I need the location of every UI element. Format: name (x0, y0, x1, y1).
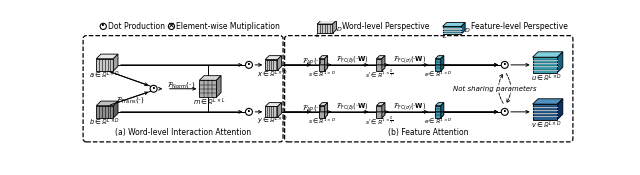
Polygon shape (317, 24, 333, 33)
Text: Element-wise Mutiplication: Element-wise Mutiplication (176, 22, 280, 31)
Text: ·: · (503, 60, 507, 70)
Text: $D$: $D$ (465, 26, 471, 34)
Text: $L$: $L$ (316, 31, 321, 39)
Polygon shape (317, 20, 337, 24)
Polygon shape (113, 101, 118, 118)
Text: $\mathcal{F}_{\mathrm{FC}(\delta)}(\cdot \mathbf{W})$: $\mathcal{F}_{\mathrm{FC}(\delta)}(\cdot… (336, 101, 369, 112)
Circle shape (168, 23, 175, 29)
Polygon shape (319, 56, 328, 59)
Text: $m \in \mathbb{R}^{L \times L}$: $m \in \mathbb{R}^{L \times L}$ (193, 96, 226, 107)
Polygon shape (199, 76, 221, 80)
Polygon shape (435, 59, 441, 71)
Polygon shape (382, 103, 385, 118)
Text: $\mathcal{F}_{\mathrm{FC}(\delta)}(\cdot \mathbf{W})$: $\mathcal{F}_{\mathrm{FC}(\delta)}(\cdot… (336, 54, 369, 65)
Polygon shape (443, 23, 465, 26)
Text: Word-level Perspective: Word-level Perspective (342, 22, 429, 31)
Text: ·: · (247, 60, 251, 70)
Polygon shape (382, 56, 385, 71)
Polygon shape (96, 54, 118, 59)
Text: Dot Production: Dot Production (108, 22, 165, 31)
Polygon shape (557, 99, 563, 120)
Polygon shape (96, 59, 113, 71)
Polygon shape (319, 103, 328, 106)
Text: $e \in \mathbb{R}^{1 \times D}$: $e \in \mathbb{R}^{1 \times D}$ (424, 117, 452, 127)
Text: ·: · (247, 107, 251, 117)
Polygon shape (199, 80, 216, 97)
Polygon shape (96, 101, 118, 106)
Polygon shape (319, 59, 324, 71)
Polygon shape (376, 56, 385, 59)
Text: $s' \in \mathbb{R}^{1 \times \frac{D}{r}}$: $s' \in \mathbb{R}^{1 \times \frac{D}{r}… (365, 116, 394, 128)
Text: $u \in \mathbb{R}^{L \times D}$: $u \in \mathbb{R}^{L \times D}$ (531, 72, 562, 84)
Text: $\mathcal{F}_{\mathrm{FC}(\sigma)}(\cdot \mathbf{W})$: $\mathcal{F}_{\mathrm{FC}(\sigma)}(\cdot… (393, 54, 426, 65)
Text: $D$: $D$ (336, 25, 342, 33)
Polygon shape (265, 106, 278, 117)
Polygon shape (265, 103, 282, 106)
Text: Feature-level Perspective: Feature-level Perspective (470, 22, 568, 31)
Text: $\mathcal{F}_{\mathrm{FC}(\sigma)}(\cdot \mathbf{W})$: $\mathcal{F}_{\mathrm{FC}(\sigma)}(\cdot… (393, 101, 426, 112)
Polygon shape (443, 26, 461, 34)
FancyArrowPatch shape (506, 73, 511, 103)
Circle shape (501, 108, 508, 115)
Text: $\mathcal{F}_{\mathrm{AP}}(\cdot)$: $\mathcal{F}_{\mathrm{AP}}(\cdot)$ (301, 56, 322, 66)
Polygon shape (376, 103, 385, 106)
Text: $s \in \mathbb{R}^{1 \times D}$: $s \in \mathbb{R}^{1 \times D}$ (308, 117, 336, 127)
Polygon shape (532, 104, 557, 120)
Polygon shape (435, 56, 444, 59)
Polygon shape (324, 56, 328, 71)
Text: $b \in \mathbb{R}^{L \times D}$: $b \in \mathbb{R}^{L \times D}$ (89, 116, 120, 128)
Text: (b) Feature Attention: (b) Feature Attention (388, 128, 469, 136)
Polygon shape (441, 103, 444, 118)
Text: $v \in \mathbb{R}^{L \times D}$: $v \in \mathbb{R}^{L \times D}$ (531, 119, 562, 131)
Text: Not sharing parameters: Not sharing parameters (453, 86, 536, 92)
Text: $\mathcal{F}_{\mathrm{Norm}}(\cdot)$: $\mathcal{F}_{\mathrm{Norm}}(\cdot)$ (166, 80, 195, 90)
Polygon shape (376, 106, 382, 118)
Polygon shape (557, 52, 563, 73)
Polygon shape (113, 54, 118, 71)
Polygon shape (532, 57, 557, 73)
Circle shape (246, 108, 252, 115)
Text: ·: · (503, 107, 507, 117)
Polygon shape (461, 23, 465, 34)
Polygon shape (532, 99, 563, 104)
Polygon shape (319, 106, 324, 118)
Text: $L$: $L$ (442, 32, 447, 40)
Polygon shape (278, 103, 282, 117)
Text: (a) Word-level Interaction Attention: (a) Word-level Interaction Attention (115, 128, 251, 136)
Polygon shape (333, 20, 337, 33)
Polygon shape (278, 56, 282, 70)
Text: $a \in \mathbb{R}^{L \times D}$: $a \in \mathbb{R}^{L \times D}$ (89, 69, 120, 80)
Text: $e \in \mathbb{R}^{1 \times D}$: $e \in \mathbb{R}^{1 \times D}$ (424, 70, 452, 79)
Text: ×: × (168, 22, 175, 31)
Polygon shape (265, 56, 282, 60)
FancyArrowPatch shape (499, 74, 503, 103)
Polygon shape (265, 60, 278, 70)
Polygon shape (216, 76, 221, 97)
Circle shape (100, 23, 106, 29)
Text: ·: · (101, 21, 105, 31)
Text: ·: · (152, 83, 156, 93)
Polygon shape (324, 103, 328, 118)
Circle shape (246, 61, 252, 68)
Polygon shape (435, 103, 444, 106)
Text: $s \in \mathbb{R}^{1 \times D}$: $s \in \mathbb{R}^{1 \times D}$ (308, 70, 336, 79)
Polygon shape (376, 59, 382, 71)
Polygon shape (441, 56, 444, 71)
Text: $s' \in \mathbb{R}^{1 \times \frac{D}{r}}$: $s' \in \mathbb{R}^{1 \times \frac{D}{r}… (365, 69, 394, 81)
Polygon shape (96, 106, 113, 118)
Polygon shape (532, 52, 563, 57)
Circle shape (501, 61, 508, 68)
Text: $\mathcal{F}_{\mathrm{AP}}(\cdot)$: $\mathcal{F}_{\mathrm{AP}}(\cdot)$ (301, 103, 322, 113)
Text: $x \in \mathbb{R}^{L \times D}$: $x \in \mathbb{R}^{L \times D}$ (257, 68, 288, 80)
Text: $\mathcal{F}_{\mathrm{Trans}}(\cdot)$: $\mathcal{F}_{\mathrm{Trans}}(\cdot)$ (116, 94, 145, 104)
Circle shape (150, 85, 157, 92)
Text: $y \in \mathbb{R}^{L \times D}$: $y \in \mathbb{R}^{L \times D}$ (257, 115, 288, 127)
Polygon shape (435, 106, 441, 118)
